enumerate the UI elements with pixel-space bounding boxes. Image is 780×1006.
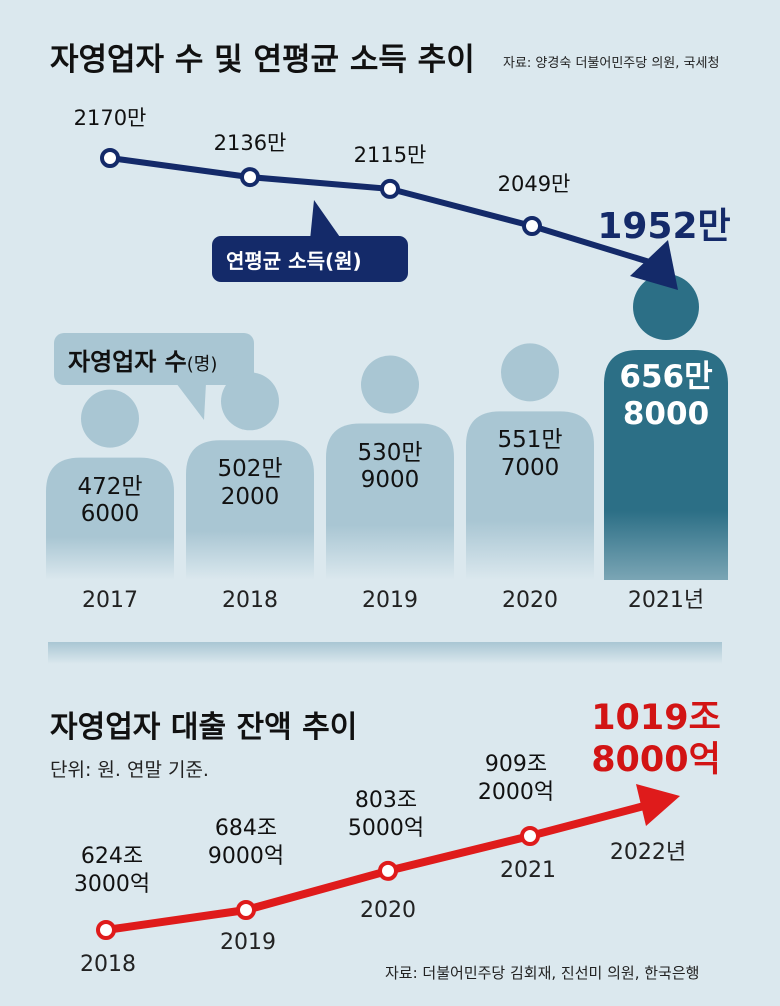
loan-point-2019 [236, 900, 256, 921]
income-series-badge [212, 236, 408, 282]
loan-arrowhead [636, 784, 680, 826]
income-point-2019 [380, 178, 400, 199]
top-title: 자영업자 수 및 연평균 소득 추이 [50, 42, 475, 78]
loan-label-0-b: 3000억 [73, 872, 151, 897]
loan-year-2: 2020 [360, 898, 416, 923]
person-head-2018 [221, 372, 279, 431]
person-head-2019 [361, 355, 419, 414]
count-year-2: 2019 [362, 588, 418, 613]
top-source: 자료: 양경숙 더불어민주당 의원, 국세청 [503, 56, 720, 71]
count-year-4: 2021년 [627, 588, 705, 613]
section-divider [48, 642, 722, 664]
income-point-2020 [522, 216, 542, 236]
person-body-2019 [326, 423, 454, 580]
loan-point-2021 [520, 826, 540, 846]
person-head-2021년 [633, 274, 699, 340]
count-label-2-a: 530만 [357, 439, 423, 466]
income-point-2017 [100, 148, 120, 168]
loan-label-1-a: 684조 [214, 816, 278, 841]
loan-year-0: 2018 [80, 952, 136, 977]
count-series-unit: (명) [186, 354, 218, 375]
loan-point-2020 [378, 860, 398, 881]
income-label-1: 2136만 [213, 131, 287, 155]
count-label-0-a: 472만 [77, 473, 143, 500]
bottom-source: 자료: 더불어민주당 김회재, 진선미 의원, 한국은행 [385, 964, 700, 982]
bottom-title: 자영업자 대출 잔액 추이 [50, 710, 358, 745]
count-label-3-a: 551만 [497, 427, 563, 454]
income-label-4: 1952만 [597, 206, 731, 247]
loan-point-2018 [96, 920, 116, 940]
income-arrowhead [630, 240, 678, 290]
loan-label-1-b: 9000억 [207, 844, 285, 869]
person-body-2021년 [604, 350, 728, 580]
count-label-1-a: 502만 [217, 456, 283, 483]
count-label-4-b: 8000 [622, 396, 710, 433]
count-year-3: 2020 [502, 588, 558, 613]
count-series-bubble [54, 333, 254, 385]
loan-label-3-a: 909조 [484, 752, 548, 777]
person-head-2020 [501, 343, 559, 402]
loan-label-0-a: 624조 [80, 844, 144, 869]
count-label-0-b: 6000 [80, 501, 140, 528]
loan-year-4: 2022년 [609, 840, 687, 865]
loan-label-4-a: 1019조 [591, 698, 721, 738]
count-year-0: 2017 [82, 588, 138, 613]
count-series-name: 자영업자 수 [68, 348, 187, 376]
count-label-1-b: 2000 [220, 483, 280, 510]
count-label-3-b: 7000 [500, 454, 560, 481]
person-body-2017 [46, 457, 174, 580]
income-point-2018 [240, 167, 260, 188]
income-label-0: 2170만 [73, 106, 147, 130]
count-series-label: 자영업자 수(명) [68, 342, 217, 377]
loan-year-1: 2019 [220, 930, 276, 955]
loan-label-2-a: 803조 [354, 788, 418, 813]
person-body-2020 [466, 411, 594, 580]
loan-year-3: 2021 [500, 858, 556, 883]
count-label-2-b: 9000 [360, 467, 420, 494]
person-head-2017 [81, 389, 139, 448]
loan-label-4-b: 8000억 [591, 740, 721, 780]
income-label-2: 2115만 [353, 143, 427, 167]
loan-label-3-b: 2000억 [477, 780, 555, 805]
person-body-2018 [186, 440, 314, 580]
income-label-3: 2049만 [497, 172, 571, 196]
count-label-4-a: 656만 [619, 359, 713, 395]
bottom-unit-note: 단위: 원. 연말 기준. [50, 759, 209, 781]
bottom-panel [0, 642, 780, 1006]
income-series-label: 연평균 소득(원) [226, 249, 362, 273]
loan-label-2-b: 5000억 [347, 816, 425, 841]
count-year-1: 2018 [222, 588, 278, 613]
